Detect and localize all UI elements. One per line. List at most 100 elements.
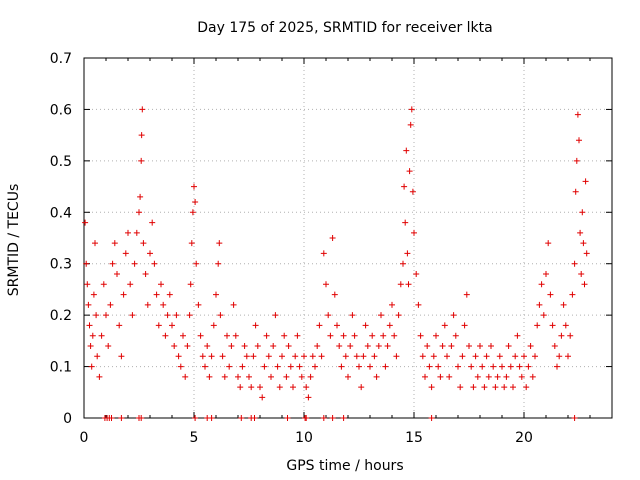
y-tick-label: 0.6 [50, 102, 72, 118]
data-point [426, 363, 433, 370]
data-point [235, 373, 241, 380]
data-point [529, 373, 536, 380]
data-point [571, 260, 578, 267]
data-point [329, 235, 336, 241]
x-tick-label: 10 [295, 430, 313, 446]
y-tick-label: 0.5 [50, 154, 72, 170]
data-point [166, 291, 173, 298]
data-point [547, 291, 554, 298]
data-point [538, 281, 545, 288]
data-point [488, 343, 494, 349]
data-point [574, 111, 581, 118]
data-point [411, 229, 417, 236]
data-point [367, 363, 373, 370]
data-point [408, 106, 415, 113]
data-point [452, 332, 459, 339]
data-point [158, 281, 164, 288]
chart-title: Day 175 of 2025, SRMTID for receiver lkt… [197, 20, 492, 36]
y-tick-labels: 0 0.1 0.2 0.3 0.4 0.5 0.6 0.7 [50, 51, 72, 427]
data-point [349, 312, 356, 319]
data-point [525, 363, 532, 370]
data-point [391, 332, 398, 339]
data-point [239, 363, 246, 370]
data-point [437, 373, 444, 380]
data-point [510, 384, 516, 391]
data-point [532, 353, 538, 360]
data-point [122, 250, 129, 257]
zero-point [118, 415, 125, 421]
data-point [470, 384, 477, 391]
data-point [252, 322, 259, 329]
data-point [303, 384, 310, 391]
data-point [323, 281, 329, 288]
data-point [409, 188, 416, 195]
data-point [261, 363, 268, 370]
zero-point [303, 415, 310, 421]
y-tick-label: 0.3 [50, 257, 72, 273]
data-point [320, 250, 327, 257]
data-point [199, 353, 206, 360]
data-point [518, 373, 525, 380]
data-point [103, 312, 109, 319]
data-point [401, 183, 408, 190]
data-point [151, 260, 158, 267]
data-point [527, 343, 534, 349]
data-point [345, 373, 351, 380]
data-point [562, 322, 569, 329]
data-point [417, 332, 424, 339]
data-point [177, 363, 184, 370]
data-point [490, 363, 497, 370]
data-point [340, 332, 347, 339]
data-point [84, 281, 91, 288]
data-point [386, 322, 393, 329]
y-gridlines [84, 108, 612, 368]
data-point [514, 332, 521, 339]
data-point [202, 363, 208, 370]
data-point [250, 353, 257, 360]
data-point [351, 332, 358, 339]
data-point [567, 332, 574, 339]
zero-point [208, 415, 215, 421]
data-point [263, 332, 270, 339]
data-point [405, 281, 412, 288]
data-point [164, 312, 171, 319]
data-point [292, 353, 299, 360]
data-point [459, 353, 466, 360]
data-point [485, 373, 492, 380]
data-point [217, 312, 224, 319]
data-point [83, 260, 90, 267]
data-point [144, 301, 151, 308]
data-point [477, 343, 483, 349]
data-point [325, 312, 332, 319]
data-point [139, 106, 146, 113]
data-point [98, 332, 105, 339]
data-point [400, 260, 406, 267]
x-tick-label: 0 [80, 430, 89, 446]
data-point [301, 353, 307, 360]
data-point [100, 281, 107, 288]
data-point [382, 363, 389, 370]
data-point [577, 229, 584, 236]
data-point [215, 260, 222, 267]
data-point [554, 363, 560, 370]
data-point [309, 353, 316, 360]
data-point [248, 384, 255, 391]
data-point [316, 322, 323, 329]
data-point [583, 250, 590, 257]
data-point [241, 343, 248, 349]
data-point [406, 168, 413, 175]
data-point [287, 363, 294, 370]
data-point [336, 343, 343, 349]
zero-point [238, 415, 245, 421]
data-point [419, 353, 426, 360]
data-point [116, 322, 123, 329]
x-tick-label: 5 [190, 430, 199, 446]
data-point [193, 260, 200, 267]
data-point [307, 373, 314, 380]
data-point [371, 353, 378, 360]
data-point [474, 373, 481, 380]
data-point [87, 343, 94, 349]
data-point [111, 240, 118, 247]
